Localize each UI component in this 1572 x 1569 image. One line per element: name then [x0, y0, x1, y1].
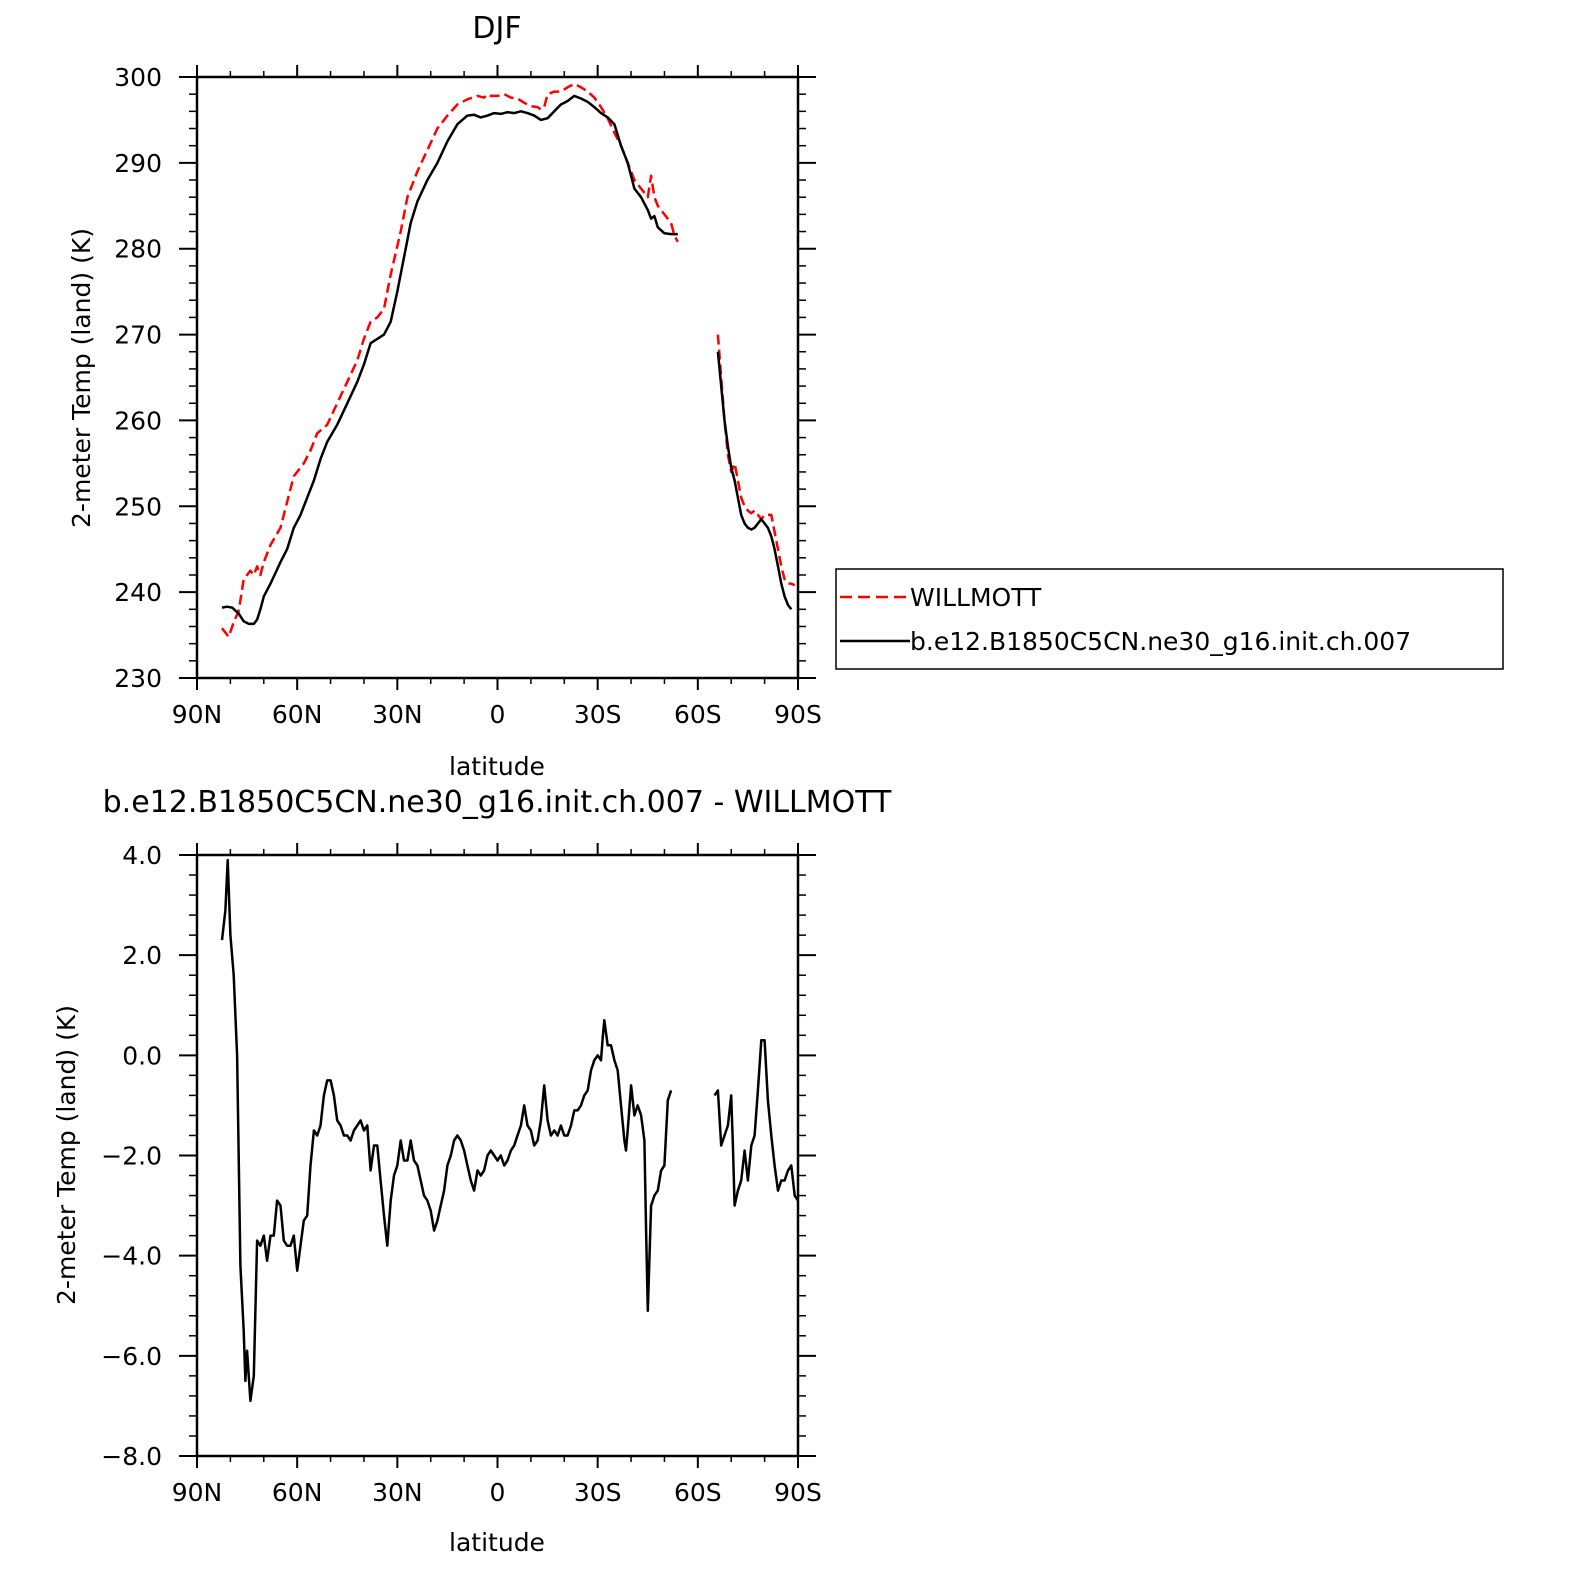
top-x-tick-label: 0	[490, 700, 506, 729]
legend-label-model: b.e12.B1850C5CN.ne30_g16.init.ch.007	[910, 627, 1411, 656]
bottom-panel: b.e12.B1850C5CN.ne30_g16.init.ch.007 - W…	[52, 785, 892, 1557]
bottom-series-0-line-segment-0	[220, 858, 673, 1403]
bottom-y-tick-label: −2.0	[101, 1142, 162, 1171]
top-y-axis-label: 2-meter Temp (land) (K)	[67, 228, 96, 528]
top-y-tick-label: 230	[114, 664, 162, 693]
bottom-y-tick-label: −8.0	[101, 1442, 162, 1471]
bottom-chart-title: b.e12.B1850C5CN.ne30_g16.init.ch.007 - W…	[103, 785, 892, 820]
top-plot-frame	[195, 75, 800, 680]
top-series-1-line-segment-0	[221, 94, 678, 626]
top-y-tick-label: 280	[114, 235, 162, 264]
bottom-x-tick-label: 30N	[372, 1478, 423, 1507]
top-x-tick-label: 30N	[372, 700, 423, 729]
top-x-tick-label: 30S	[574, 700, 622, 729]
top-y-tick-label: 240	[114, 578, 162, 607]
top-x-tick-label: 90S	[774, 700, 822, 729]
bottom-y-tick-label: 0.0	[122, 1041, 162, 1070]
top-y-tick-label: 300	[114, 63, 162, 92]
top-panel: DJF 2-meter Temp (land) (K) latitude 90N…	[67, 11, 1504, 781]
top-series-0-line-segment-0	[221, 82, 679, 639]
bottom-x-tick-label: 60S	[674, 1478, 722, 1507]
bottom-y-tick-label: −4.0	[101, 1242, 162, 1271]
top-x-axis-label: latitude	[449, 752, 545, 781]
legend: WILLMOTT b.e12.B1850C5CN.ne30_g16.init.c…	[835, 568, 1504, 670]
bottom-x-tick-label: 90S	[774, 1478, 822, 1507]
top-chart-title: DJF	[472, 11, 521, 46]
bottom-y-tick-label: 4.0	[122, 841, 162, 870]
top-y-tick-label: 250	[114, 492, 162, 521]
bottom-x-axis-label: latitude	[449, 1528, 545, 1557]
bottom-plot-frame	[195, 853, 800, 1458]
bottom-series-0-line-segment-1	[713, 1039, 800, 1207]
top-series-1-line-segment-1	[716, 351, 793, 611]
bottom-y-axis-label: 2-meter Temp (land) (K)	[52, 1005, 81, 1305]
bottom-y-tick-label: 2.0	[122, 941, 162, 970]
top-x-tick-label: 90N	[172, 700, 223, 729]
top-y-tick-label: 270	[114, 321, 162, 350]
top-x-tick-label: 60N	[272, 700, 323, 729]
top-plot-area: 90N 60N 30N 0 30S 60S 90S 230 240 250 260 270 280 290…	[114, 63, 822, 729]
top-x-tick-label: 60S	[674, 700, 722, 729]
legend-box	[835, 568, 1504, 670]
legend-label-willmott: WILLMOTT	[910, 583, 1042, 612]
top-y-tick-label: 290	[114, 149, 162, 178]
top-y-tick-label: 260	[114, 406, 162, 435]
bottom-x-tick-label: 90N	[172, 1478, 223, 1507]
bottom-y-tick-label: −6.0	[101, 1342, 162, 1371]
bottom-x-tick-label: 30S	[574, 1478, 622, 1507]
bottom-x-tick-label: 60N	[272, 1478, 323, 1507]
bottom-x-tick-label: 0	[490, 1478, 506, 1507]
bottom-plot-area: 90N 60N 30N 0 30S 60S 90S −8.0 −6.0 −4.0 −2.0 0.0 2.…	[101, 841, 822, 1507]
